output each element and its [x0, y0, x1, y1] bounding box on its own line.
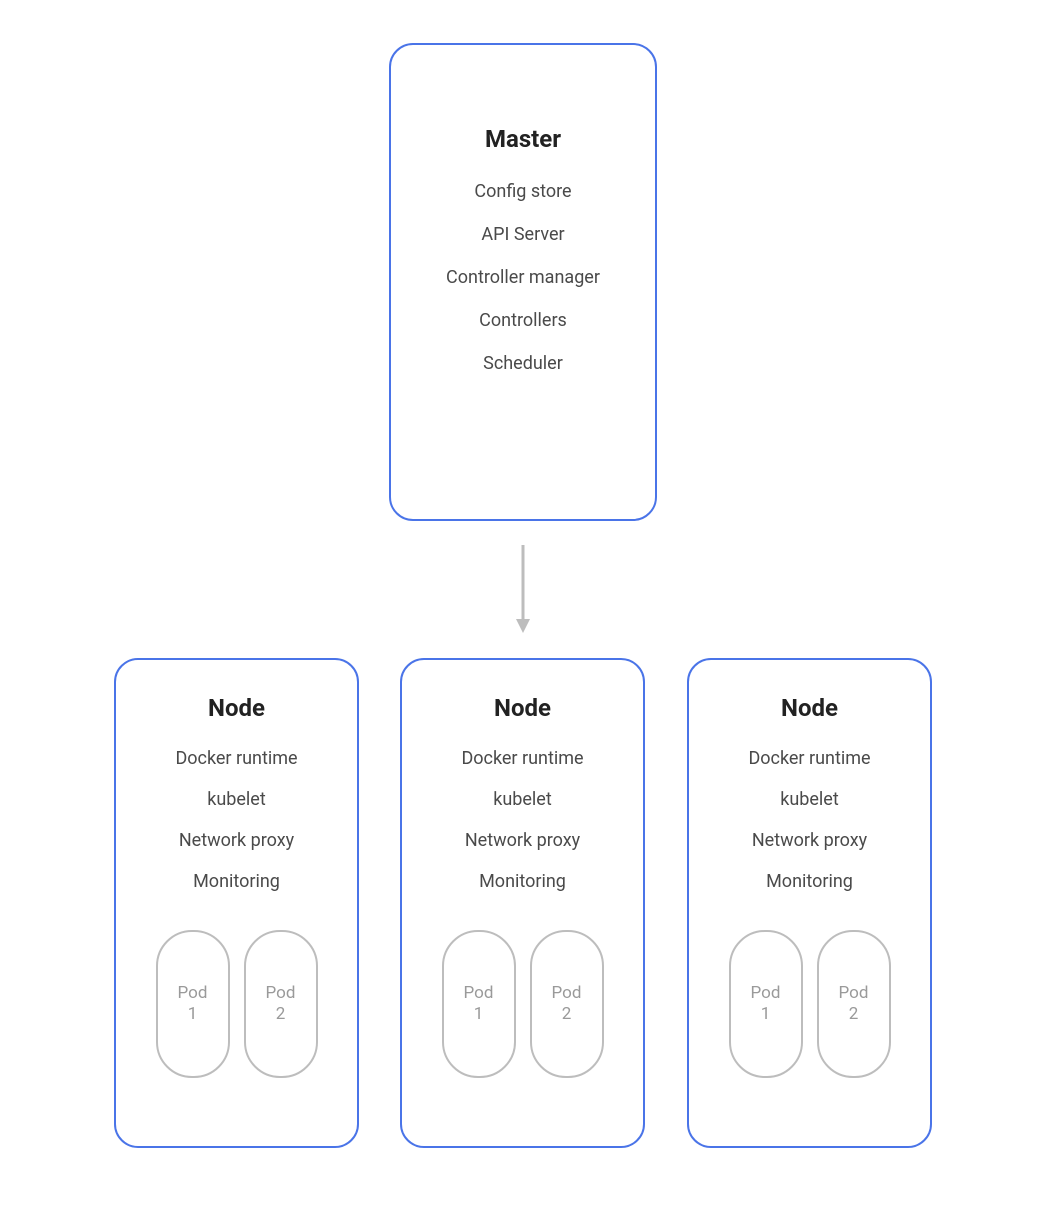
- arrow-down-icon: [516, 545, 530, 633]
- master-component: API Server: [481, 224, 564, 245]
- node-component: Network proxy: [179, 830, 294, 851]
- pods-row: Pod 1 Pod 2: [156, 930, 318, 1078]
- node-title: Node: [781, 694, 838, 722]
- node-component: Monitoring: [479, 871, 566, 892]
- pod-box: Pod 2: [817, 930, 891, 1078]
- worker-node-box: Node Docker runtime kubelet Network prox…: [400, 658, 645, 1148]
- pod-box: Pod 1: [156, 930, 230, 1078]
- master-component: Controllers: [479, 310, 567, 331]
- pods-row: Pod 1 Pod 2: [442, 930, 604, 1078]
- pod-label: Pod: [464, 983, 494, 1004]
- pod-label: Pod: [839, 983, 869, 1004]
- node-component: Monitoring: [766, 871, 853, 892]
- node-title: Node: [494, 694, 551, 722]
- pod-label: Pod: [751, 983, 781, 1004]
- node-component: Docker runtime: [175, 748, 297, 769]
- pod-label: Pod: [178, 983, 208, 1004]
- node-component: Docker runtime: [461, 748, 583, 769]
- node-component: kubelet: [207, 789, 266, 810]
- node-component: kubelet: [780, 789, 839, 810]
- master-title: Master: [485, 125, 561, 153]
- master-node-box: Master Config store API Server Controlle…: [389, 43, 657, 521]
- pods-row: Pod 1 Pod 2: [729, 930, 891, 1078]
- node-component: Docker runtime: [748, 748, 870, 769]
- node-component: Network proxy: [752, 830, 867, 851]
- pod-number: 1: [761, 1004, 771, 1025]
- master-component: Config store: [474, 181, 571, 202]
- node-component: kubelet: [493, 789, 552, 810]
- master-component: Scheduler: [483, 353, 563, 374]
- pod-box: Pod 1: [442, 930, 516, 1078]
- pod-box: Pod 2: [530, 930, 604, 1078]
- pod-number: 2: [849, 1004, 859, 1025]
- pod-label: Pod: [552, 983, 582, 1004]
- pod-box: Pod 1: [729, 930, 803, 1078]
- node-component: Monitoring: [193, 871, 280, 892]
- node-title: Node: [208, 694, 265, 722]
- pod-box: Pod 2: [244, 930, 318, 1078]
- pod-number: 1: [188, 1004, 198, 1025]
- node-component: Network proxy: [465, 830, 580, 851]
- pod-number: 2: [276, 1004, 286, 1025]
- pod-number: 2: [562, 1004, 572, 1025]
- worker-node-box: Node Docker runtime kubelet Network prox…: [114, 658, 359, 1148]
- pod-label: Pod: [266, 983, 296, 1004]
- pod-number: 1: [474, 1004, 484, 1025]
- worker-node-box: Node Docker runtime kubelet Network prox…: [687, 658, 932, 1148]
- master-component: Controller manager: [446, 267, 600, 288]
